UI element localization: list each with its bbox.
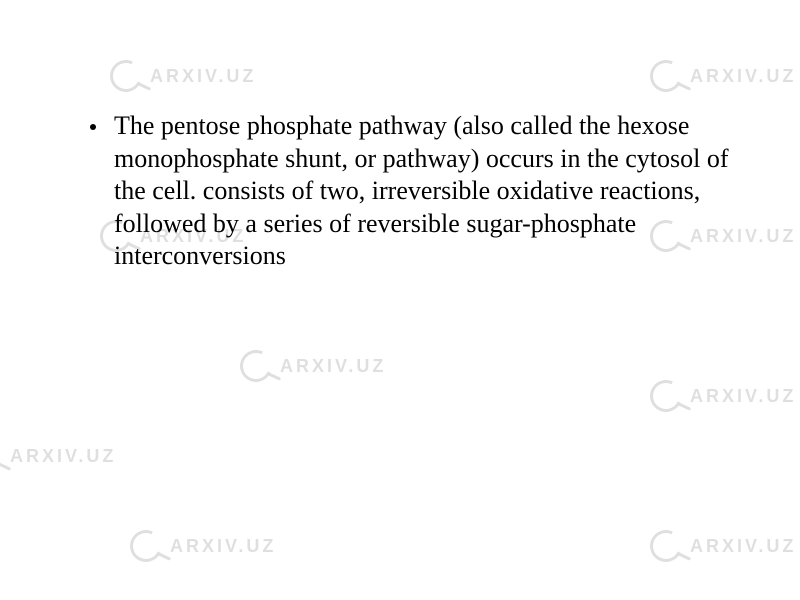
watermark-label: ARXIV.UZ	[10, 446, 116, 467]
slide-body: The pentose phosphate pathway (also call…	[0, 0, 800, 273]
watermark-label: ARXIV.UZ	[690, 386, 796, 407]
magnifier-icon	[645, 375, 686, 416]
watermark: ARXIV.UZ	[650, 530, 796, 562]
watermark-label: ARXIV.UZ	[280, 356, 386, 377]
magnifier-icon	[645, 525, 686, 566]
watermark-label: ARXIV.UZ	[690, 536, 796, 557]
bullet-item: The pentose phosphate pathway (also call…	[90, 110, 740, 273]
magnifier-icon	[0, 435, 7, 476]
watermark: ARXIV.UZ	[650, 380, 796, 412]
bullet-marker-icon	[90, 124, 96, 130]
magnifier-icon	[235, 345, 276, 386]
magnifier-icon	[125, 525, 166, 566]
watermark-label: ARXIV.UZ	[170, 536, 276, 557]
watermark: ARXIV.UZ	[240, 350, 386, 382]
watermark: ARXIV.UZ	[0, 440, 116, 472]
watermark: ARXIV.UZ	[130, 530, 276, 562]
bullet-text: The pentose phosphate pathway (also call…	[114, 110, 740, 273]
